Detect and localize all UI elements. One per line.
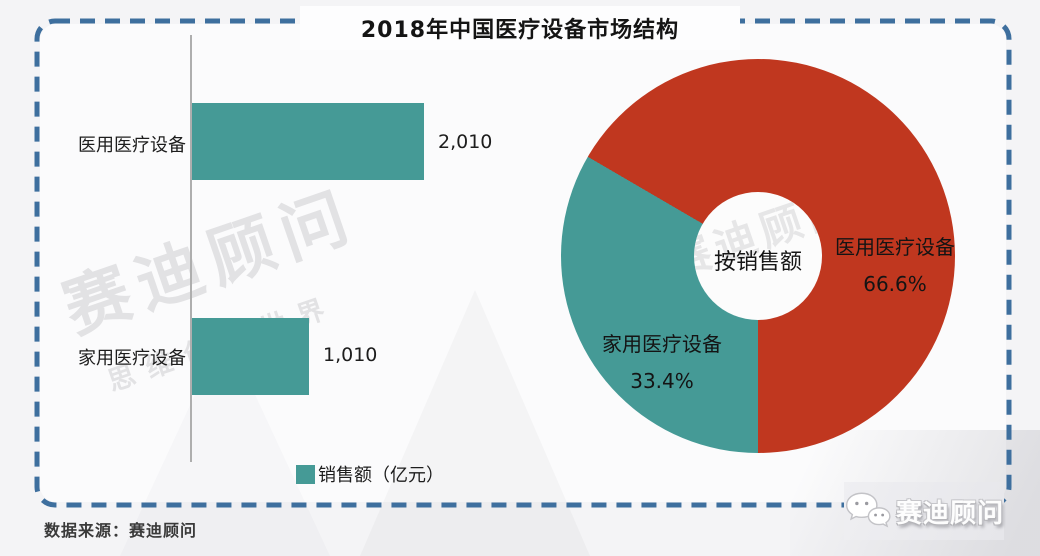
title-box: 2018年中国医疗设备市场结构 (300, 6, 740, 50)
wechat-bubbles-icon (845, 492, 891, 528)
chart-title: 2018年中国医疗设备市场结构 (360, 18, 680, 43)
slice-label-medical: 医用医疗设备 66.6% (795, 229, 995, 303)
slice-percent: 33.4% (630, 369, 694, 393)
legend-swatch (296, 464, 315, 484)
donut-chart: 赛迪顾问 按销售额 (561, 59, 955, 453)
slice-name: 家用医疗设备 (602, 332, 722, 356)
bar-value-label: 1,010 (323, 344, 378, 366)
brand-logo: 赛迪顾问 (844, 482, 1004, 540)
bar-home-equipment (192, 318, 309, 395)
slice-name: 医用医疗设备 (835, 235, 955, 259)
slice-percent: 66.6% (863, 272, 927, 296)
legend-label: 销售额（亿元） (318, 465, 444, 486)
donut-center-label: 按销售额 (713, 250, 802, 275)
bar-medical-equipment (192, 103, 424, 180)
bar-category-label: 医用医疗设备 (78, 135, 186, 156)
bar-category-label: 家用医疗设备 (78, 348, 186, 369)
bar-value-label: 2,010 (438, 131, 493, 153)
brand-name: 赛迪顾问 (895, 498, 1004, 529)
bar-axis-line (190, 35, 192, 462)
bar-legend: 销售额（亿元） (296, 461, 444, 487)
slice-label-home: 家用医疗设备 33.4% (562, 326, 762, 400)
donut-hole: 赛迪顾问 按销售额 (694, 192, 822, 320)
source-note: 数据来源：赛迪顾问 (44, 521, 198, 540)
